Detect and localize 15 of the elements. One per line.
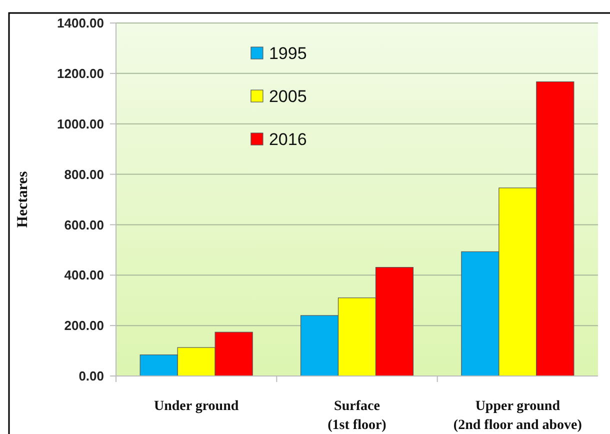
legend-label: 1995	[268, 44, 307, 63]
legend-label: 2016	[268, 130, 307, 149]
y-tick-label: 800.00	[64, 166, 104, 182]
x-tick-label: Surface (1st floor)	[328, 399, 387, 433]
y-axis-title: Hectares	[15, 171, 31, 228]
y-tick-label: 0.00	[78, 368, 104, 384]
x-tick-label: Upper ground (2nd floor and above)	[453, 399, 582, 433]
legend-label: 2005	[268, 86, 307, 106]
y-tick-label: 200.00	[64, 318, 104, 334]
y-tick-label: 1400.00	[57, 16, 104, 31]
y-tick-label: 1000.00	[57, 116, 104, 132]
y-tick-label: 400.00	[64, 268, 104, 283]
y-tick-label: 1200.00	[57, 66, 104, 81]
y-tick-label: 600.00	[64, 217, 104, 232]
x-tick-label: Under ground	[154, 399, 239, 414]
